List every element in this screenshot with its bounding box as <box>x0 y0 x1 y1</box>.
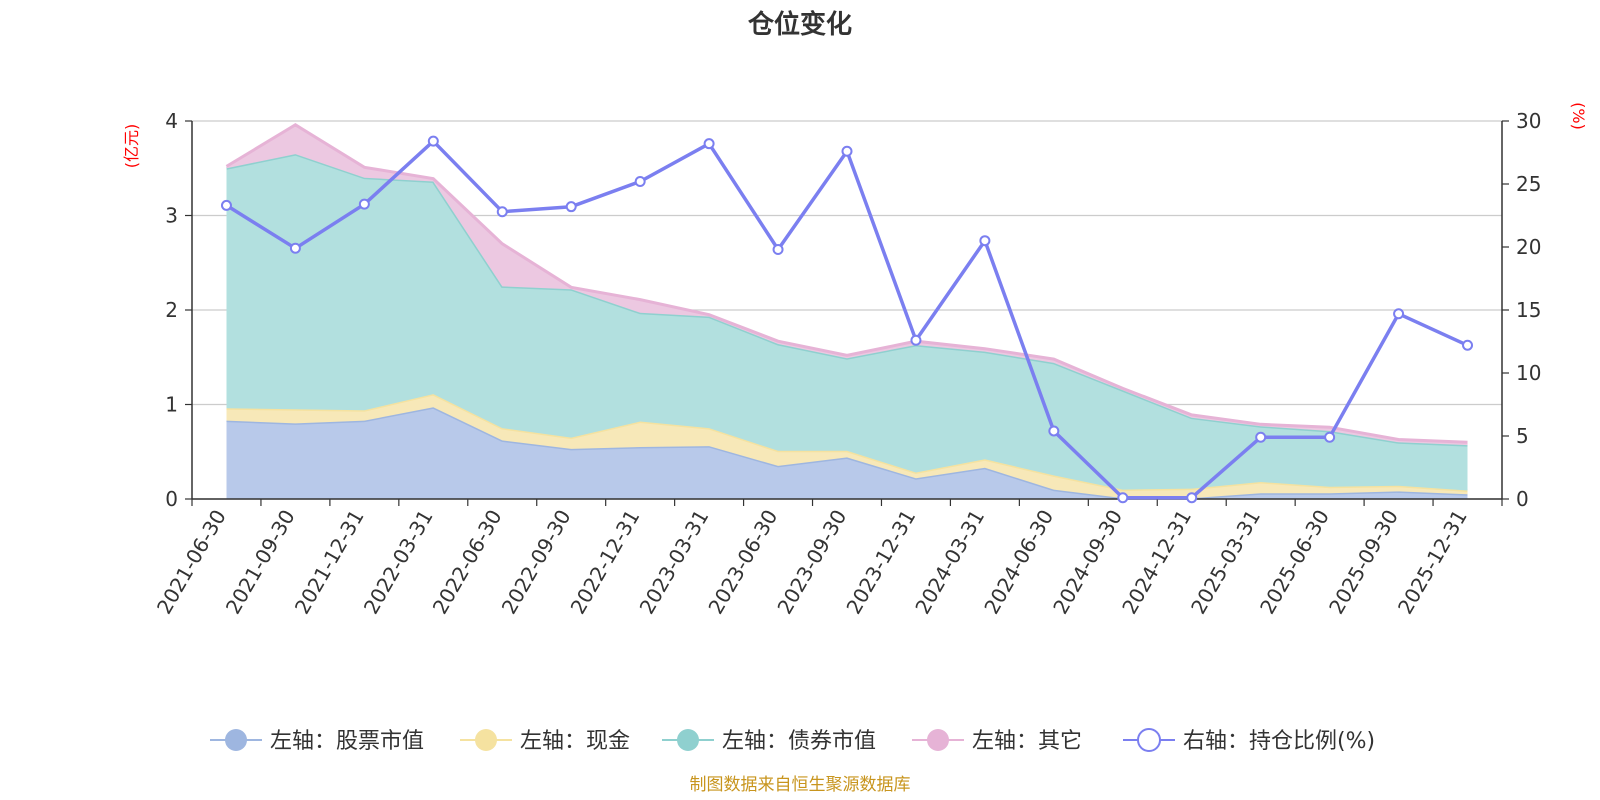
ratio-point <box>1048 425 1060 437</box>
ratio-point <box>1462 339 1474 351</box>
x-axis-tick-label: 2025-06-30 <box>1255 506 1334 619</box>
legend-label: 左轴：现金 <box>520 729 630 754</box>
legend-label: 右轴：持仓比例(%) <box>1183 729 1375 754</box>
x-axis-tick-label: 2021-06-30 <box>152 506 231 619</box>
ratio-line-layer <box>220 135 1474 504</box>
area-0 <box>226 407 1468 499</box>
data-source-note: 制图数据来自恒生聚源数据库 <box>690 775 911 795</box>
ratio-point <box>289 242 301 254</box>
x-axis-tick-label: 2022-03-31 <box>359 506 438 619</box>
left-axis-tick-label: 3 <box>165 204 178 228</box>
ratio-point <box>910 334 922 346</box>
x-axis-tick-label: 2022-09-30 <box>497 506 576 619</box>
ratio-point <box>220 199 232 211</box>
ratio-point <box>1324 431 1336 443</box>
legend-item-4[interactable]: 右轴：持仓比例(%) <box>1123 728 1375 754</box>
legend-item-0[interactable]: 左轴：股票市值 <box>210 729 424 754</box>
legend-item-1[interactable]: 左轴：现金 <box>460 729 630 754</box>
legend-dot-marker <box>927 729 949 751</box>
left-axis-tick-label: 2 <box>165 298 178 322</box>
ratio-point <box>565 201 577 213</box>
left-axis-tick-label: 0 <box>165 487 178 511</box>
right-axis-unit: (%) <box>1569 102 1588 130</box>
ratio-point <box>979 235 991 247</box>
area-edge-3 <box>225 123 1468 444</box>
left-axis-unit: (亿元) <box>122 124 141 169</box>
x-axis-tick-label: 2023-03-31 <box>635 506 714 619</box>
legend-ring-marker <box>1137 728 1161 752</box>
legend-item-3[interactable]: 左轴：其它 <box>912 729 1082 754</box>
x-axis-tick-label: 2021-09-30 <box>221 506 300 619</box>
right-axis-tick-label: 15 <box>1516 298 1541 322</box>
legend-dot-marker <box>677 729 699 751</box>
x-axis-tick-label: 2023-06-30 <box>703 506 782 619</box>
ratio-point <box>1255 431 1267 443</box>
right-axis-tick-label: 30 <box>1516 109 1541 133</box>
ratio-point <box>841 145 853 157</box>
ratio-point <box>634 175 646 187</box>
legend-dot-marker <box>475 729 497 751</box>
ratio-point <box>358 198 370 210</box>
x-axis-tick-label: 2025-12-31 <box>1393 506 1472 619</box>
ratio-point <box>1117 492 1129 504</box>
ratio-point <box>427 135 439 147</box>
legend-label: 左轴：股票市值 <box>270 729 424 754</box>
x-axis-tick-label: 2022-06-30 <box>428 506 507 619</box>
legend: 左轴：股票市值 左轴：现金 左轴：债券市值 左轴：其它 右轴：持仓比例(%) <box>210 728 1375 754</box>
ratio-point <box>703 138 715 150</box>
legend-item-2[interactable]: 左轴：债券市值 <box>662 729 876 754</box>
area-2 <box>226 154 1468 491</box>
right-axis-tick-label: 20 <box>1516 235 1541 259</box>
chart-title: 仓位变化 <box>747 9 852 40</box>
right-axis-tick-label: 0 <box>1516 487 1529 511</box>
x-axis-tick-label: 2023-09-30 <box>772 506 851 619</box>
x-axis-tick-label: 2024-03-31 <box>910 506 989 619</box>
x-axis-tick-label: 2023-12-31 <box>841 506 920 619</box>
x-axis-tick-label: 2024-06-30 <box>979 506 1058 619</box>
ratio-point <box>772 244 784 256</box>
right-axis-tick-label: 25 <box>1516 172 1541 196</box>
ratio-point <box>1186 492 1198 504</box>
ratio-point <box>1393 308 1405 320</box>
x-axis-tick-label: 2025-09-30 <box>1324 506 1403 619</box>
x-axis-tick-label: 2025-03-31 <box>1186 506 1265 619</box>
x-axis-tick-label: 2024-09-30 <box>1048 506 1127 619</box>
ratio-point <box>496 206 508 218</box>
x-axis-tick-label: 2022-12-31 <box>566 506 645 619</box>
legend-label: 左轴：其它 <box>972 729 1082 754</box>
x-axis-tick-label: 2024-12-31 <box>1117 506 1196 619</box>
left-axis-tick-label: 4 <box>165 109 178 133</box>
legend-label: 左轴：债券市值 <box>722 729 876 754</box>
stacked-areas <box>225 123 1468 500</box>
right-axis-tick-label: 5 <box>1516 424 1529 448</box>
x-axis-tick-label: 2021-12-31 <box>290 506 369 619</box>
right-axis-tick-label: 10 <box>1516 361 1541 385</box>
legend-dot-marker <box>225 729 247 751</box>
left-axis-tick-label: 1 <box>165 393 178 417</box>
